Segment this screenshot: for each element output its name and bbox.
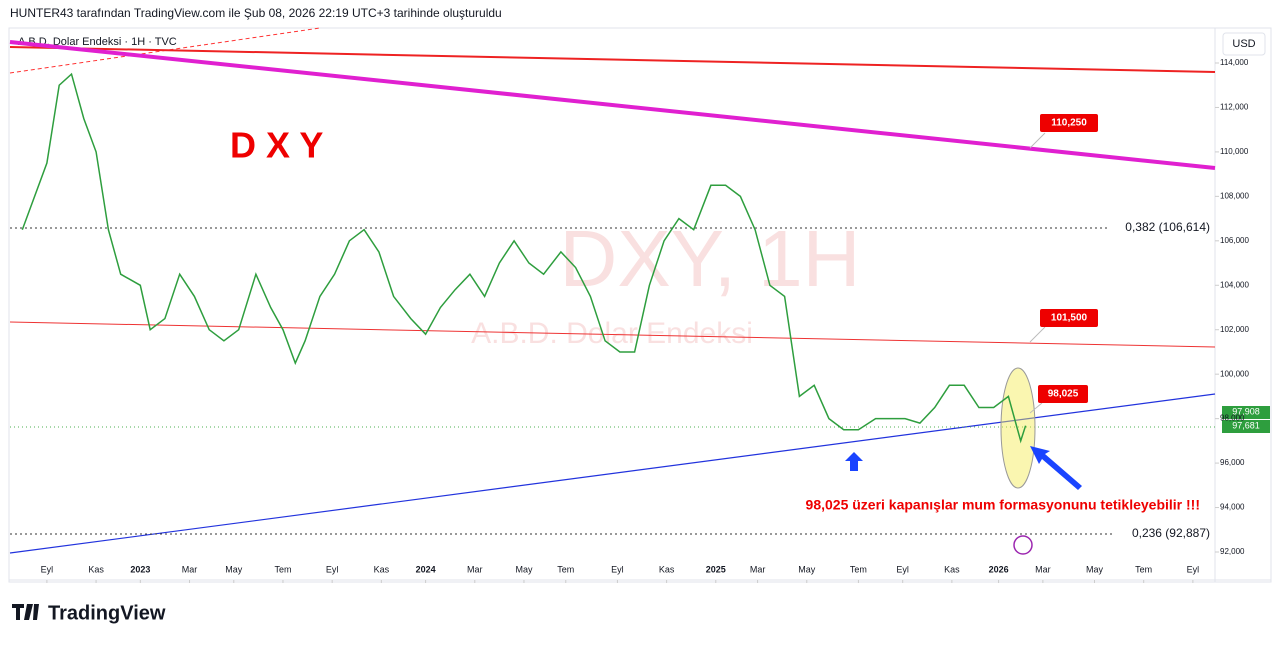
y-tick-label: 102,000 xyxy=(1220,325,1249,334)
trend-line xyxy=(9,46,1216,73)
header: HUNTER43 tarafından TradingView.com ile … xyxy=(10,6,502,20)
trend-line xyxy=(9,40,1216,170)
x-tick-label: Tem xyxy=(1135,564,1152,574)
x-tick-label: Tem xyxy=(850,564,867,574)
x-tick-label: Eyl xyxy=(326,564,339,574)
x-tick-label: Tem xyxy=(274,564,291,574)
price-label: 98,025 xyxy=(1048,389,1079,400)
price-label-box xyxy=(1040,114,1098,132)
x-tick-label: Eyl xyxy=(896,564,909,574)
x-tick-label: Mar xyxy=(750,564,766,574)
price-label-box xyxy=(1040,309,1098,327)
trend-line xyxy=(9,321,1216,348)
last-price: 97,681 xyxy=(1232,420,1260,430)
y-tick-label: 110,000 xyxy=(1220,147,1249,156)
fib-label: 0,236 (92,887) xyxy=(1132,526,1210,540)
connector xyxy=(1029,402,1043,414)
arrow-up xyxy=(845,452,863,471)
y-tick-label: 108,000 xyxy=(1220,191,1249,200)
x-tick-label: May xyxy=(515,564,533,574)
x-tick-label: Eyl xyxy=(41,564,54,574)
last-price-box xyxy=(1222,420,1270,433)
x-tick-label: Tem xyxy=(557,564,574,574)
x-tick-label: 2025 xyxy=(706,564,726,574)
x-tick-label: Kas xyxy=(88,564,104,574)
last-price-box xyxy=(1222,406,1270,419)
price-label-box xyxy=(1038,385,1088,403)
frame xyxy=(8,27,1272,583)
x-tick-label: 2023 xyxy=(130,564,150,574)
y-tick-label: 100,000 xyxy=(1220,369,1249,378)
watermark: DXY, 1H xyxy=(560,214,861,303)
y-tick-label: 96,000 xyxy=(1220,458,1245,467)
price-line xyxy=(21,72,1027,444)
x-tick-label: Eyl xyxy=(611,564,624,574)
currency-box[interactable] xyxy=(1222,32,1266,56)
watermark-sub: A.B.D. Dolar Endeksi xyxy=(471,317,753,350)
connector xyxy=(1029,132,1046,149)
x-tick-label: May xyxy=(1086,564,1104,574)
y-tick-label: 92,000 xyxy=(1220,547,1245,556)
arrow xyxy=(1030,446,1082,490)
x-tick-label: May xyxy=(798,564,816,574)
drawings xyxy=(9,27,1270,555)
y-tick-label: 94,000 xyxy=(1220,503,1245,512)
note: 98,025 üzeri kapanışlar mum formasyonunu… xyxy=(806,497,1200,513)
x-tick-label: Kas xyxy=(944,564,960,574)
connector xyxy=(1029,326,1046,343)
footer-logo: TradingView xyxy=(48,602,166,624)
fib-label: 0,382 (106,614) xyxy=(1125,220,1210,234)
price-label: 110,250 xyxy=(1051,118,1087,129)
annotation-title: D X Y xyxy=(230,125,323,166)
highlight xyxy=(1000,367,1036,489)
logo-icon xyxy=(12,604,39,620)
event-icon[interactable] xyxy=(1013,535,1033,555)
x-tick-label: 2024 xyxy=(416,564,436,574)
x-tick-label: Eyl xyxy=(1187,564,1200,574)
y-tick-label: 114,000 xyxy=(1220,58,1249,67)
x-tick-label: Mar xyxy=(182,564,198,574)
x-tick-label: Mar xyxy=(467,564,483,574)
trend-line xyxy=(9,393,1216,554)
x-tick-label: Mar xyxy=(1035,564,1051,574)
x-tick-label: Kas xyxy=(374,564,390,574)
price-label: 101,500 xyxy=(1051,313,1088,324)
x-tick-label: Kas xyxy=(659,564,675,574)
y-tick-label: 98,000 xyxy=(1220,414,1245,423)
x-tick-label: 2026 xyxy=(989,564,1009,574)
y-tick-label: 104,000 xyxy=(1220,280,1249,289)
y-tick-label: 112,000 xyxy=(1220,103,1249,112)
chart-title: A.B.D. Dolar Endeksi · 1H · TVC xyxy=(18,36,177,48)
x-tick-label: May xyxy=(225,564,243,574)
last-price: 97,908 xyxy=(1232,406,1260,416)
y-tick-label: 106,000 xyxy=(1220,236,1249,245)
currency: USD xyxy=(1232,38,1255,50)
